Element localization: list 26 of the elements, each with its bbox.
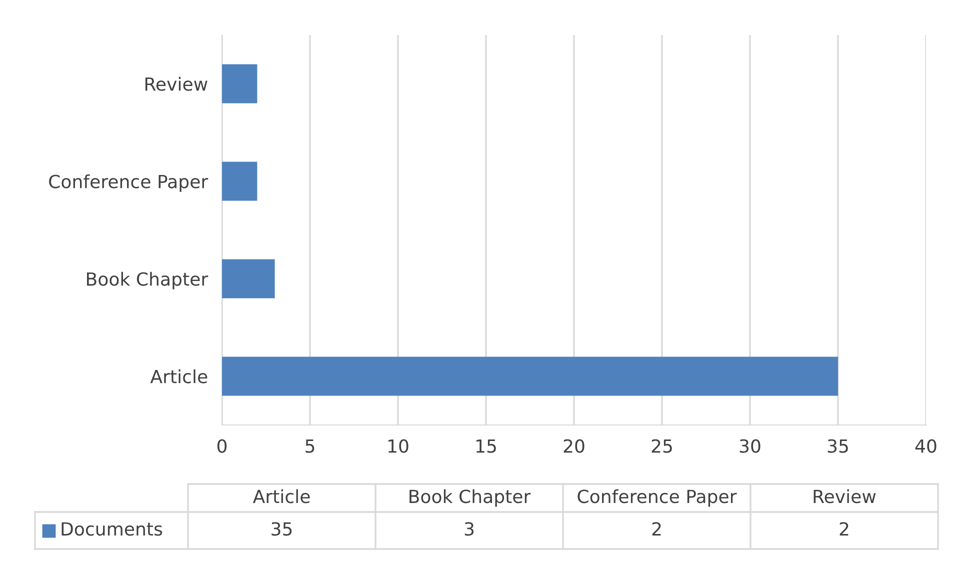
bar	[222, 356, 838, 396]
category-label: Conference Paper	[578, 489, 737, 507]
x-tick-label: 25	[652, 439, 672, 453]
data-label: 3	[464, 522, 474, 536]
category-label: Review	[814, 489, 876, 504]
x-tick-label: 10	[388, 439, 408, 453]
x-tick-label: 40	[915, 439, 936, 453]
x-tick-label: 35	[828, 439, 848, 453]
x-tick-label: 20	[564, 439, 584, 453]
y-tick-label: Conference Paper	[49, 174, 208, 192]
x-tick-label: 0	[217, 439, 227, 453]
category-label: Article	[252, 489, 310, 504]
legend-label: Documents	[62, 522, 162, 536]
y-tick-label: Article	[150, 369, 208, 384]
x-tick-label: 15	[476, 439, 496, 453]
bar	[222, 162, 258, 201]
y-tick-label: Review	[145, 76, 208, 91]
bar	[222, 259, 275, 298]
y-tick-label: Book Chapter	[87, 272, 208, 290]
category-label: Book Chapter	[410, 489, 531, 507]
data-label: 2	[652, 522, 661, 536]
data-label: 2	[840, 522, 848, 536]
data-label: 35	[272, 522, 292, 536]
x-tick-label: 5	[306, 439, 314, 453]
x-tick-label: 30	[740, 439, 760, 453]
bar	[222, 64, 258, 104]
